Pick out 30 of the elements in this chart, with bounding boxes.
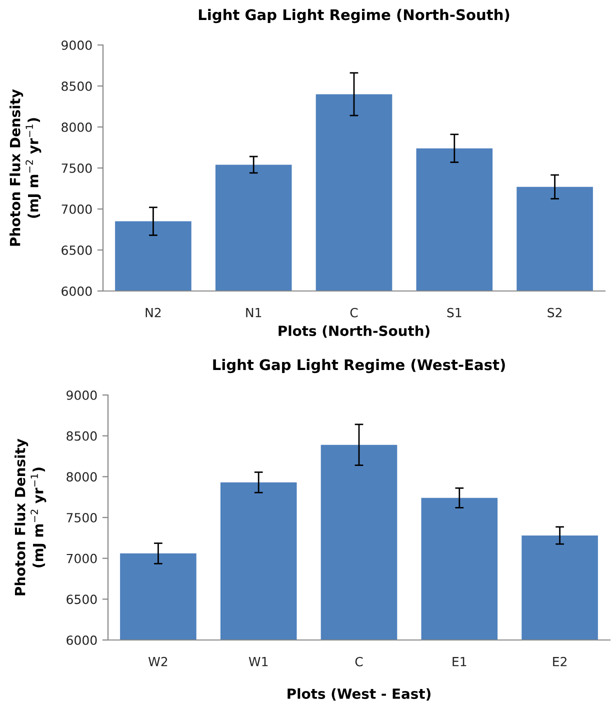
chart-title: Light Gap Light Regime (North-South): [198, 8, 510, 24]
x-tick-label: W2: [148, 656, 168, 666]
x-tick-label: W1: [248, 657, 268, 666]
y-tick-label: 9000: [66, 390, 97, 400]
y-tick-label: 9000: [62, 40, 92, 50]
y-tick-label: 6500: [66, 594, 97, 604]
y-axis-title: Photon Flux Density (mJ m$^{−2}$ yr$^{−1}$): [10, 89, 42, 246]
x-tick-label: N1: [246, 308, 262, 318]
x-tick-label: S1: [447, 308, 462, 318]
x-tick-label: S2: [548, 308, 562, 318]
x-tick-label: E2: [553, 656, 566, 666]
x-tick-label: N2: [146, 308, 161, 318]
y-tick-label: 6500: [62, 245, 92, 255]
y-tick-label: 6000: [66, 635, 97, 645]
y-axis-title: Photon Flux Density (mJ m$^{−2}$ yr$^{−1}$): [14, 438, 46, 596]
y-tick-label: 8000: [62, 122, 92, 132]
y-tick-label: 7500: [62, 163, 92, 173]
y-tick-label: 8500: [62, 81, 92, 91]
x-axis-title: Plots (West - East): [288, 688, 430, 701]
y-tick-label: 8500: [66, 431, 97, 441]
y-tick-label: 7000: [62, 204, 92, 214]
y-tick-label: 7500: [66, 512, 97, 522]
x-axis-title: Plots (North-South): [278, 325, 430, 338]
y-tick-label: 8000: [66, 472, 97, 482]
x-tick-label: C: [355, 656, 363, 666]
y-tick-label: 6000: [62, 286, 92, 296]
chart-title: Light Gap Light Regime (West-East): [213, 358, 505, 374]
x-tick-label: C: [350, 308, 358, 318]
y-tick-label: 7000: [66, 554, 97, 564]
x-tick-label: E1: [452, 657, 466, 666]
